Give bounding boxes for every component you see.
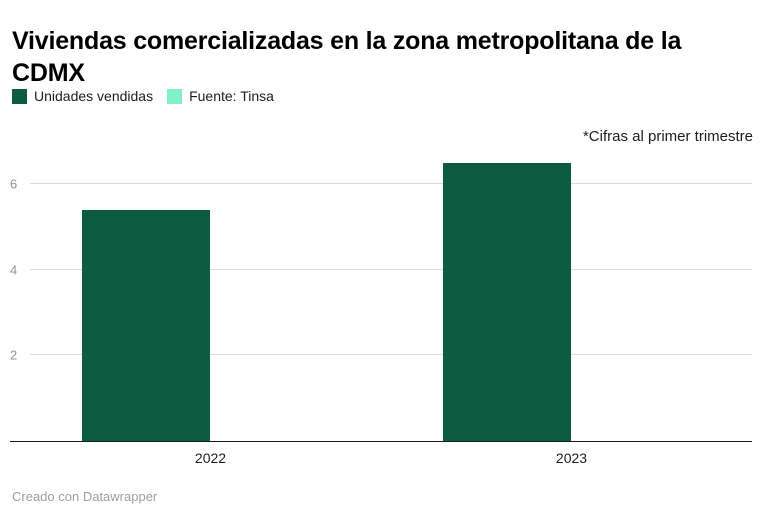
x-axis-label: 2022: [194, 450, 227, 466]
page-title: Viviendas comercializadas en la zona met…: [12, 26, 682, 87]
x-axis-line: [10, 441, 752, 442]
legend-item-unidades: Unidades vendidas: [12, 88, 153, 104]
legend-swatch-icon: [12, 88, 27, 104]
legend-swatch-icon: [167, 88, 183, 104]
datawrapper-credit-link[interactable]: Creado con Datawrapper: [12, 489, 158, 504]
y-axis-tick-label: 4: [10, 262, 18, 278]
plot-area: 2 4 6: [10, 150, 752, 441]
bar-2022: [81, 209, 211, 441]
y-axis-tick-label: 6: [10, 176, 18, 192]
bar-2023: [442, 162, 572, 441]
legend-item-label: Unidades vendidas: [34, 88, 154, 104]
gridline: [30, 354, 752, 356]
legend-item-label: Fuente: Tinsa: [189, 88, 274, 104]
x-axis-label: 2023: [555, 450, 588, 466]
gridline: [30, 268, 752, 270]
y-axis-tick-label: 2: [10, 347, 18, 363]
legend: Unidades vendidas Fuente: Tinsa: [12, 88, 274, 104]
gridline: [30, 183, 752, 185]
legend-item-fuente: Fuente: Tinsa: [167, 88, 274, 104]
chart-annotation: *Cifras al primer trimestre: [582, 128, 753, 145]
